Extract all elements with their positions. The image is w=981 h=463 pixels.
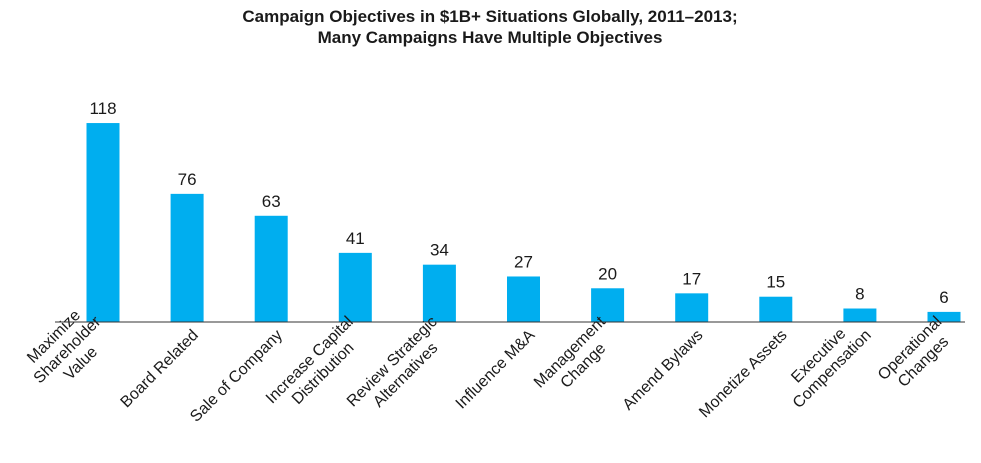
value-label: 118 [89, 99, 116, 118]
bar [507, 276, 540, 322]
x-tick-label: ManagementChange [531, 313, 623, 405]
x-tick-label: ExecutiveCompensation [776, 313, 874, 411]
x-tick-label-group: ManagementChange [531, 313, 623, 405]
value-label: 63 [262, 192, 281, 211]
bar [759, 296, 793, 322]
value-label: 27 [514, 252, 533, 271]
bar [843, 308, 877, 322]
x-tick-label-group: Sale of Company [187, 327, 286, 426]
bar [675, 293, 709, 322]
x-tick-label: Sale of Company [187, 327, 286, 426]
x-tick-label-group: Monetize Assets [696, 327, 790, 421]
chart-title: Campaign Objectives in $1B+ Situations G… [242, 7, 737, 47]
value-label: 41 [346, 229, 365, 248]
value-label: 6 [939, 288, 948, 307]
x-tick-label-group: Review StrategicAlternatives [344, 313, 454, 423]
bar [86, 123, 120, 322]
x-tick-label: Influence M&A [453, 327, 539, 413]
bar [422, 264, 456, 322]
value-label: 34 [430, 241, 449, 260]
x-tick-label: Monetize Assets [696, 327, 790, 421]
bar [927, 311, 961, 322]
x-tick-label-group: Amend Bylaws [620, 327, 707, 414]
value-label: 76 [178, 170, 197, 189]
x-tick-label: Review StrategicAlternatives [344, 313, 454, 423]
value-label: 20 [598, 264, 617, 283]
x-tick-label-group: OperationalChanges [875, 313, 959, 397]
bar [338, 252, 372, 322]
value-label: 8 [855, 285, 864, 304]
x-tick-label-group: ExecutiveCompensation [776, 313, 874, 412]
bar [254, 215, 288, 322]
x-tick-label: Amend Bylaws [620, 327, 707, 414]
x-tick-label: OperationalChanges [875, 313, 959, 397]
value-label: 17 [682, 269, 701, 288]
x-tick-label-group: Board Related [118, 327, 202, 411]
bar [591, 288, 625, 322]
x-tick-label-group: Influence M&A [453, 327, 539, 413]
x-tick-label: Board Related [118, 327, 202, 411]
value-label: 15 [766, 273, 785, 292]
bar [170, 193, 204, 322]
